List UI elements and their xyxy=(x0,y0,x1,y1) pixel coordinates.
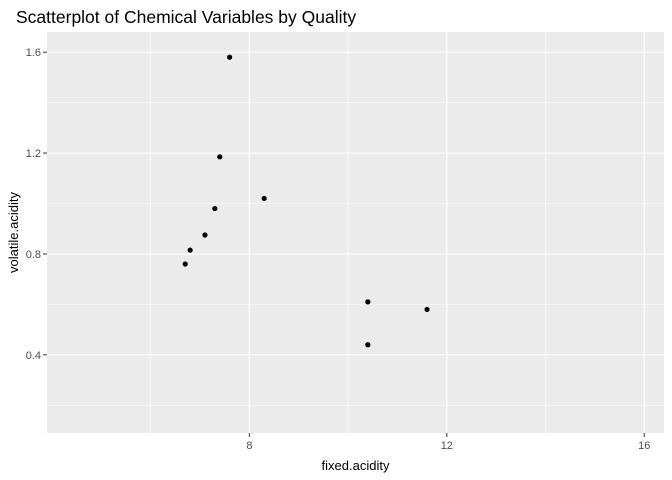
y-tick-label: 0.4 xyxy=(26,350,41,362)
data-point xyxy=(187,247,193,253)
x-tick-label: 8 xyxy=(246,440,252,452)
y-tick-label: 1.6 xyxy=(26,47,41,59)
major-gridlines xyxy=(47,32,664,433)
data-point xyxy=(365,342,371,348)
x-tick-label: 16 xyxy=(638,440,650,452)
y-tick-label: 1.2 xyxy=(26,148,41,160)
data-point xyxy=(261,195,267,202)
x-axis-title: fixed.acidity xyxy=(322,458,390,473)
y-axis: 0.4 0.8 1.2 1.6 xyxy=(26,47,47,362)
data-point xyxy=(424,306,430,313)
minor-gridlines xyxy=(47,32,664,433)
data-point xyxy=(217,154,223,160)
chart-title: Scatterplot of Chemical Variables by Qua… xyxy=(16,7,356,27)
data-points xyxy=(182,54,430,348)
data-point xyxy=(227,54,233,60)
data-point xyxy=(182,261,188,267)
x-axis: 8 12 16 xyxy=(246,433,650,452)
data-point xyxy=(212,205,218,212)
y-tick-label: 0.8 xyxy=(26,249,41,261)
plot-panel xyxy=(47,32,664,433)
data-point xyxy=(365,299,371,305)
y-axis-title: volatile.acidity xyxy=(6,192,21,273)
data-point xyxy=(202,232,208,238)
x-tick-label: 12 xyxy=(441,440,453,452)
